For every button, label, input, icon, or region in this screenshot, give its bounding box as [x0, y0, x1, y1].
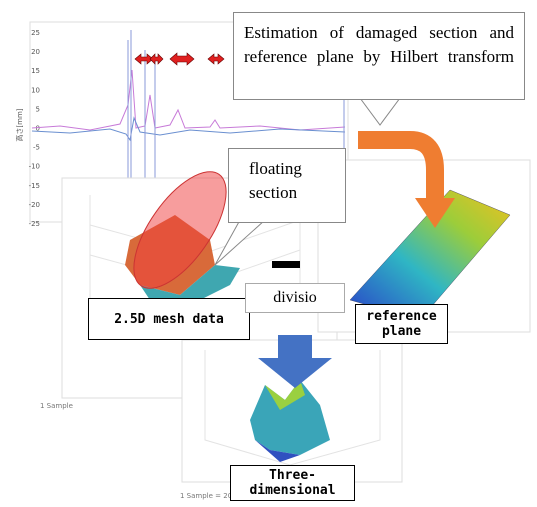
- orange-arrow-head: [415, 198, 455, 228]
- caption: 1 Sample = 20 m: [180, 492, 241, 500]
- section-arrows: [134, 52, 225, 66]
- result-surface: [255, 440, 300, 462]
- y-tick-label: -5: [33, 144, 40, 152]
- y-tick-label: 10: [31, 86, 40, 94]
- floating-callout: floating section: [228, 148, 346, 223]
- callout-tail: [359, 97, 401, 126]
- y-tick-label: 15: [31, 67, 40, 75]
- three-d-label: Three-dimensional: [230, 465, 355, 501]
- mesh-surface: [140, 265, 240, 305]
- y-axis-label: 高さ[mm]: [15, 108, 24, 141]
- y-tick-label: -10: [29, 163, 40, 171]
- estimation-callout: Estimation of damaged section and refere…: [233, 12, 525, 100]
- blue-arrow: [278, 335, 312, 360]
- mesh-label: 2.5D mesh data: [88, 298, 250, 340]
- y-tick-label: -15: [29, 182, 40, 190]
- y-tick-label: 20: [31, 48, 40, 56]
- y-tick-label: 0: [36, 125, 40, 133]
- caption: 1 Sample: [40, 402, 73, 410]
- y-tick-label: 5: [36, 105, 40, 113]
- y-tick-label: -25: [29, 220, 40, 228]
- blue-arrow-head: [258, 358, 332, 388]
- bar-mark: [272, 261, 300, 268]
- result-surface: [250, 380, 330, 455]
- floating-highlight: [133, 171, 227, 289]
- y-tick-label: -20: [29, 201, 40, 209]
- signal-line: [31, 116, 346, 142]
- reference-label: reference plane: [355, 304, 448, 344]
- y-tick-label: 25: [31, 29, 40, 37]
- division-label: divisio: [245, 283, 345, 313]
- orange-arrow: [358, 131, 444, 200]
- tick-group: 25 20 15 10 5 0 -5 -10 -15 -20 -25: [29, 29, 40, 228]
